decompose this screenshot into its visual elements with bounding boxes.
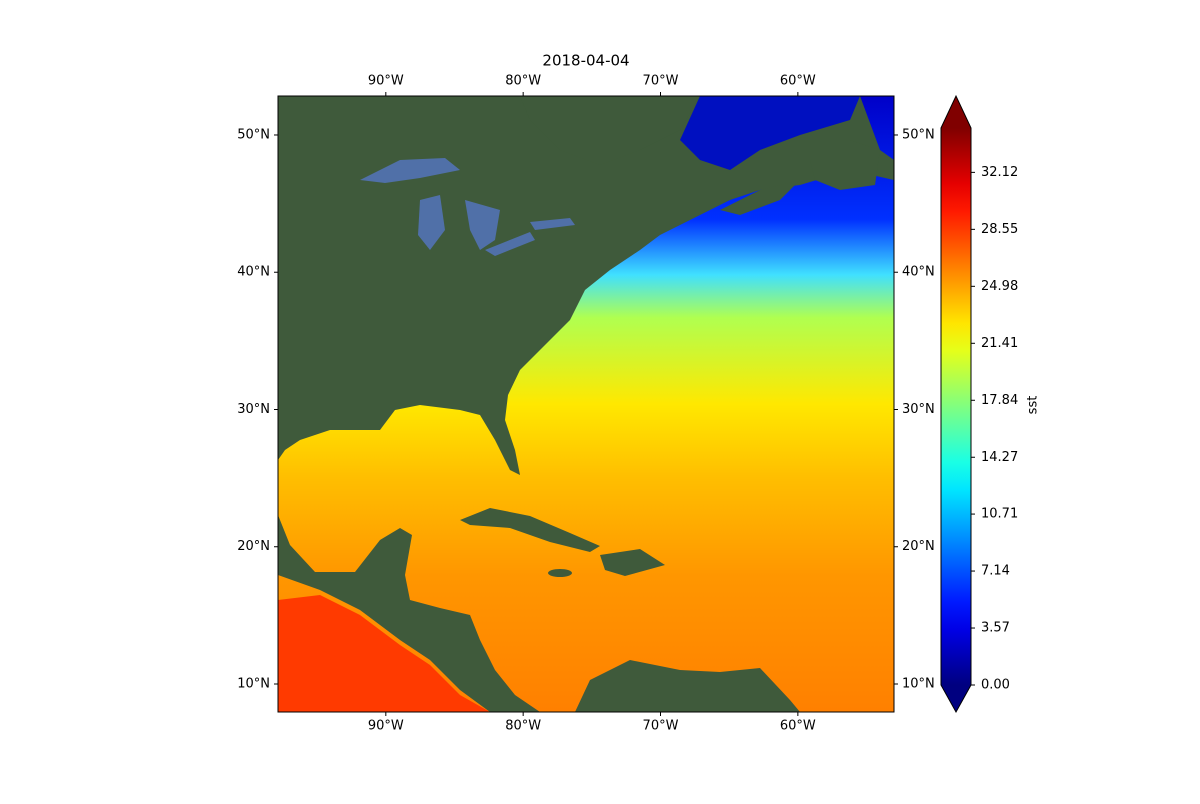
colorbar: 0.00 3.57 7.14 10.71 14.27 17.84 21.41 24.98 28.… (940, 94, 1041, 714)
colorbar-tick-label: 28.55 (981, 222, 1018, 237)
colorbar-extend-top (941, 96, 971, 128)
colorbar-label: sst (1026, 396, 1041, 415)
x-tick-label-bottom: 60°W (780, 719, 816, 734)
lake-erie (485, 232, 535, 256)
x-tick-label-top: 60°W (780, 74, 816, 89)
north-america (278, 96, 894, 475)
lake-huron (465, 200, 500, 250)
pacific-ocean (278, 595, 490, 712)
y-tick-label-right: 30°N (902, 402, 935, 417)
y-tick-label-left: 20°N (237, 539, 270, 554)
gulf-of-st-lawrence (680, 96, 860, 170)
x-tick-label-bottom: 70°W (643, 719, 679, 734)
colorbar-tick-label: 10.71 (981, 507, 1018, 522)
colorbar-tick-label: 3.57 (981, 621, 1010, 636)
map-frame (277, 95, 895, 713)
title: 2018-04-04 (542, 52, 629, 70)
x-tick-label-top: 70°W (643, 74, 679, 89)
x-tick-label-top: 80°W (505, 74, 541, 89)
colorbar-gradient (941, 128, 971, 685)
y-tick-label-right: 20°N (902, 539, 935, 554)
nova-scotia (720, 180, 800, 215)
y-tick-label-left: 30°N (237, 402, 270, 417)
lake-superior (360, 158, 460, 183)
x-tick-label-bottom: 90°W (368, 719, 404, 734)
map (278, 96, 894, 712)
y-tick-label-right: 50°N (902, 127, 935, 142)
x-tick-label-top: 90°W (368, 74, 404, 89)
colorbar-tick-label: 24.98 (981, 279, 1018, 294)
jamaica (548, 569, 572, 577)
colorbar-extend-bottom (941, 685, 971, 712)
y-tick-label-left: 10°N (237, 677, 270, 692)
colorbar-tick-label: 7.14 (981, 564, 1010, 579)
newfoundland (810, 140, 880, 190)
colorbar-tick-label: 0.00 (981, 678, 1010, 693)
y-tick-label-right: 10°N (902, 677, 935, 692)
colorbar-tick-label: 21.41 (981, 336, 1018, 351)
south-america (575, 660, 800, 712)
axes: 90°W 90°W 80°W 80°W 70°W 70°W 60°W 60°W 10°N 10°N… (237, 74, 935, 734)
lake-ontario (530, 218, 575, 230)
y-tick-label-left: 50°N (237, 127, 270, 142)
hispaniola (600, 549, 665, 576)
cuba (460, 508, 600, 552)
colorbar-tick-label: 14.27 (981, 450, 1018, 465)
central-america (278, 515, 540, 712)
y-tick-label-right: 40°N (902, 265, 935, 280)
y-tick-label-left: 40°N (237, 265, 270, 280)
colorbar-tick-label: 17.84 (981, 393, 1018, 408)
colorbar-tick-label: 32.12 (981, 165, 1018, 180)
land (520, 96, 700, 165)
lake-michigan (418, 195, 445, 250)
x-tick-label-bottom: 80°W (505, 719, 541, 734)
